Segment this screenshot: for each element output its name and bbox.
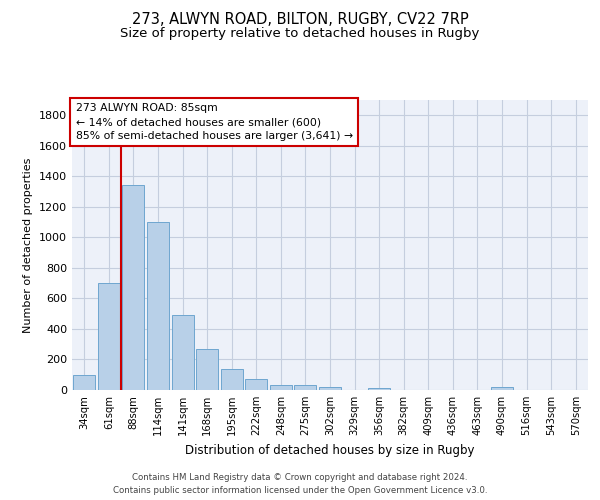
- Text: 273, ALWYN ROAD, BILTON, RUGBY, CV22 7RP: 273, ALWYN ROAD, BILTON, RUGBY, CV22 7RP: [131, 12, 469, 28]
- Bar: [491, 387, 513, 390]
- Bar: [98, 283, 120, 390]
- Text: 273 ALWYN ROAD: 85sqm
← 14% of detached houses are smaller (600)
85% of semi-det: 273 ALWYN ROAD: 85sqm ← 14% of detached …: [76, 103, 353, 141]
- Bar: [147, 222, 169, 390]
- Bar: [245, 380, 268, 390]
- Text: Size of property relative to detached houses in Rugby: Size of property relative to detached ho…: [121, 28, 479, 40]
- Text: Contains HM Land Registry data © Crown copyright and database right 2024.
Contai: Contains HM Land Registry data © Crown c…: [113, 473, 487, 495]
- Y-axis label: Number of detached properties: Number of detached properties: [23, 158, 34, 332]
- Bar: [73, 374, 95, 390]
- Bar: [172, 315, 194, 390]
- Bar: [368, 388, 390, 390]
- Bar: [196, 349, 218, 390]
- Bar: [122, 186, 145, 390]
- X-axis label: Distribution of detached houses by size in Rugby: Distribution of detached houses by size …: [185, 444, 475, 456]
- Bar: [270, 384, 292, 390]
- Bar: [319, 388, 341, 390]
- Bar: [295, 384, 316, 390]
- Bar: [221, 370, 243, 390]
